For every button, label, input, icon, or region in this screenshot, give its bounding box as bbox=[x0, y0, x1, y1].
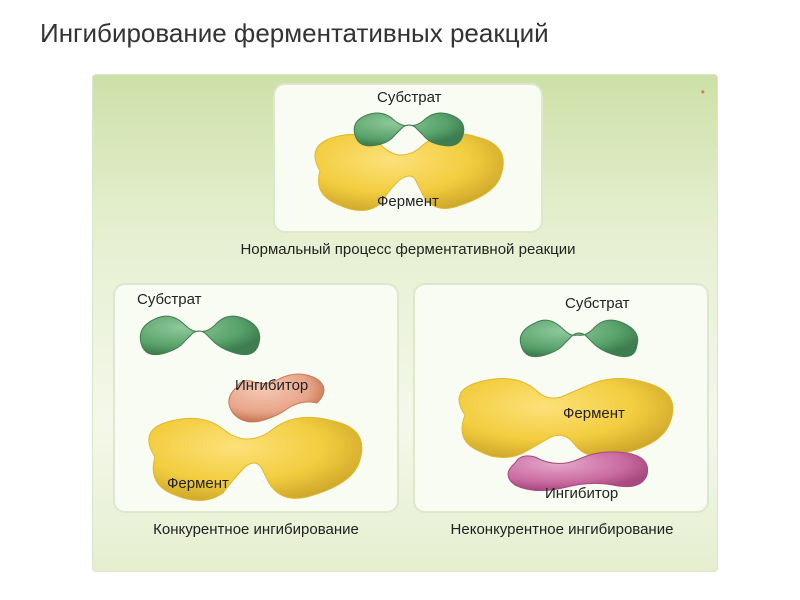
diagram-area: • Субстрат bbox=[92, 74, 718, 572]
enzyme-label: Фермент bbox=[167, 475, 229, 492]
substrate-shape bbox=[515, 313, 643, 367]
caption-competitive: Конкурентное ингибирование bbox=[121, 521, 391, 538]
substrate-label: Субстрат bbox=[137, 291, 202, 308]
panel-normal: Субстрат bbox=[273, 83, 543, 233]
substrate-label: Субстрат bbox=[565, 295, 630, 312]
panel-noncompetitive: Субстрат bbox=[413, 283, 709, 513]
page-title: Ингибирование ферментативных реакций bbox=[0, 0, 800, 49]
slide: Ингибирование ферментативных реакций • С… bbox=[0, 0, 800, 600]
inhibitor-label: Ингибитор bbox=[545, 485, 618, 502]
substrate-shape bbox=[135, 309, 265, 365]
substrate-shape bbox=[349, 105, 469, 155]
enzyme-label: Фермент bbox=[563, 405, 625, 422]
inhibitor-label: Ингибитор bbox=[235, 377, 308, 394]
decorative-dot: • bbox=[701, 85, 705, 99]
caption-noncompetitive: Неконкурентное ингибирование bbox=[419, 521, 705, 538]
substrate-label: Субстрат bbox=[377, 89, 442, 106]
enzyme-label: Фермент bbox=[377, 193, 439, 210]
enzyme-shape bbox=[137, 407, 375, 507]
caption-normal: Нормальный процесс ферментативной реакци… bbox=[223, 241, 593, 258]
panel-competitive: Субстрат bbox=[113, 283, 399, 513]
